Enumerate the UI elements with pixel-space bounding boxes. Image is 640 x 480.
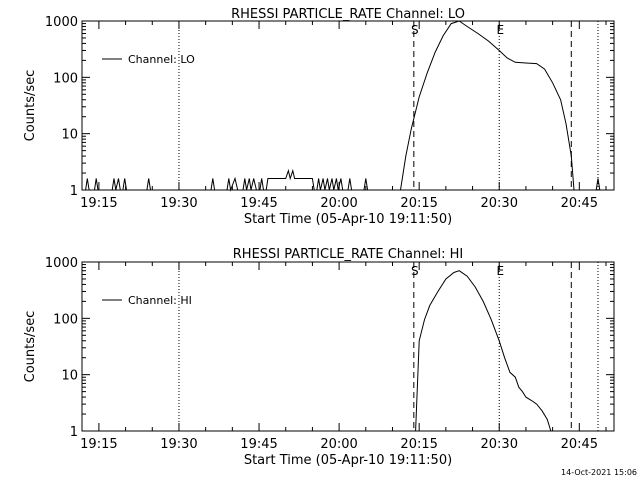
x-tick-label: 19:15: [80, 437, 117, 452]
lo-channel-panel: RHESSI PARTICLE_RATE Channel: LO 1 10 100 10…: [23, 7, 615, 227]
x-tick-label: 19:30: [160, 437, 197, 452]
y-axis-label: Counts/sec: [23, 311, 38, 383]
x-axis-label: Start Time (05-Apr-10 19:11:50): [244, 453, 452, 468]
y-tick-label: 100: [53, 71, 78, 86]
y-tick-label: 1000: [45, 256, 78, 271]
y-tick-label: 100: [53, 312, 78, 327]
y-tick-label: 1: [70, 184, 78, 199]
chart-title: RHESSI PARTICLE_RATE Channel: LO: [231, 7, 465, 22]
x-axis-label: Start Time (05-Apr-10 19:11:50): [244, 212, 452, 227]
y-axis-label: Counts/sec: [23, 70, 38, 142]
footer-timestamp: 14-Oct-2021 15:06: [561, 468, 637, 477]
y-tick-label: 10: [61, 369, 78, 384]
plot-frame: [81, 261, 615, 432]
x-tick-label: 20:45: [561, 437, 598, 452]
time-marker-label: E: [496, 23, 504, 37]
x-tick-label: 20:15: [400, 196, 437, 211]
y-tick-label: 10: [61, 128, 78, 143]
time-marker-label: S: [411, 23, 419, 37]
series-line: [415, 270, 552, 432]
legend-entry: Channel: HI: [128, 294, 192, 307]
y-tick-label: 1000: [45, 15, 78, 30]
x-tick-label: 20:00: [320, 196, 357, 211]
x-tick-label: 19:45: [240, 196, 277, 211]
x-tick-label: 20:45: [561, 196, 598, 211]
chart-title: RHESSI PARTICLE_RATE Channel: HI: [233, 247, 463, 262]
time-marker-label: E: [496, 264, 504, 278]
x-tick-label: 20:30: [481, 196, 518, 211]
x-tick-label: 19:30: [160, 196, 197, 211]
x-tick-label: 19:15: [80, 196, 117, 211]
x-tick-label: 19:45: [240, 437, 277, 452]
x-tick-label: 20:00: [320, 437, 357, 452]
y-tick-label: 1: [70, 425, 78, 440]
hi-channel-panel: RHESSI PARTICLE_RATE Channel: HI 1 10 100 10…: [23, 247, 615, 468]
x-tick-label: 20:15: [400, 437, 437, 452]
plot-frame: [81, 20, 615, 191]
time-marker-label: S: [411, 264, 419, 278]
legend-entry: Channel: LO: [128, 53, 195, 66]
series-line: [85, 20, 601, 192]
x-tick-label: 20:30: [481, 437, 518, 452]
